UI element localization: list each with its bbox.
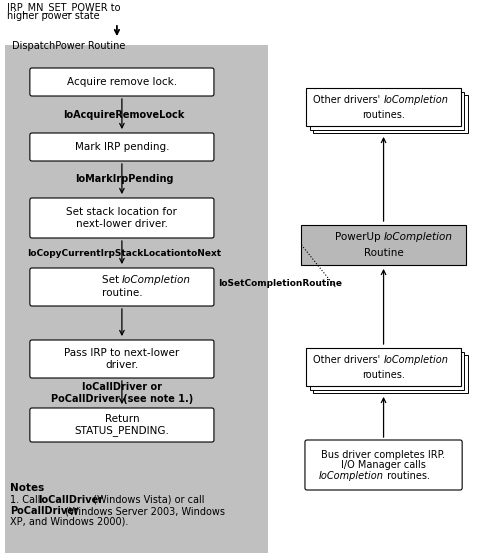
FancyBboxPatch shape — [30, 340, 214, 378]
Text: PoCallDriver (see note 1.): PoCallDriver (see note 1.) — [51, 394, 193, 404]
Text: PowerUp: PowerUp — [335, 232, 384, 242]
Text: Acquire remove lock.: Acquire remove lock. — [67, 77, 177, 87]
Text: IoCompletion: IoCompletion — [122, 275, 191, 285]
Text: Other drivers': Other drivers' — [314, 355, 384, 365]
FancyBboxPatch shape — [30, 268, 214, 306]
Bar — [5, 45, 268, 553]
Text: Set stack location for
next-lower driver.: Set stack location for next-lower driver… — [67, 207, 177, 229]
Text: Bus driver completes IRP.: Bus driver completes IRP. — [321, 450, 446, 460]
FancyBboxPatch shape — [30, 68, 214, 96]
FancyBboxPatch shape — [30, 198, 214, 238]
Text: DispatchPower Routine: DispatchPower Routine — [12, 41, 126, 51]
FancyBboxPatch shape — [30, 408, 214, 442]
Text: IoCompletion: IoCompletion — [384, 232, 453, 242]
Text: Return
STATUS_PENDING.: Return STATUS_PENDING. — [74, 413, 169, 436]
Text: IoCompletion: IoCompletion — [318, 471, 384, 481]
Text: IoCallDriver or: IoCallDriver or — [82, 382, 162, 392]
Text: Mark IRP pending.: Mark IRP pending. — [74, 142, 169, 152]
Text: IoMarkIrpPending: IoMarkIrpPending — [74, 174, 173, 184]
Text: 1. Call: 1. Call — [10, 495, 44, 505]
Bar — [314, 95, 468, 133]
Text: (Windows Vista) or call: (Windows Vista) or call — [90, 495, 205, 505]
Bar — [310, 351, 464, 390]
Text: IoCompletion: IoCompletion — [384, 95, 449, 105]
Bar — [314, 355, 468, 393]
Text: routines.: routines. — [384, 471, 429, 481]
FancyBboxPatch shape — [30, 133, 214, 161]
Text: IoSetCompletionRoutine: IoSetCompletionRoutine — [218, 279, 342, 287]
Text: IoAcquireRemoveLock: IoAcquireRemoveLock — [63, 109, 184, 119]
Text: XP, and Windows 2000).: XP, and Windows 2000). — [10, 517, 129, 527]
Bar — [310, 92, 464, 129]
Bar — [307, 88, 460, 126]
Text: Pass IRP to next-lower
driver.: Pass IRP to next-lower driver. — [64, 348, 179, 370]
Text: routine.: routine. — [102, 288, 142, 298]
Text: IoCopyCurrentIrpStackLocationtoNext: IoCopyCurrentIrpStackLocationtoNext — [27, 249, 221, 258]
Text: IRP_MN_SET_POWER to: IRP_MN_SET_POWER to — [7, 2, 121, 13]
Text: routines.: routines. — [362, 110, 405, 120]
Text: routines.: routines. — [362, 370, 405, 380]
Text: IoCompletion: IoCompletion — [384, 355, 449, 365]
FancyBboxPatch shape — [305, 440, 462, 490]
Text: Routine: Routine — [364, 248, 403, 258]
Text: Other drivers': Other drivers' — [314, 95, 384, 105]
Text: PoCallDriver: PoCallDriver — [10, 506, 79, 516]
Bar — [307, 348, 460, 386]
Text: Set: Set — [102, 275, 122, 285]
Bar — [302, 225, 466, 265]
Text: (Windows Server 2003, Windows: (Windows Server 2003, Windows — [62, 506, 225, 516]
Text: Notes: Notes — [10, 483, 45, 493]
Text: IoCallDriver: IoCallDriver — [38, 495, 104, 505]
Text: I/O Manager calls: I/O Manager calls — [341, 460, 426, 470]
Text: higher power state: higher power state — [7, 11, 100, 21]
